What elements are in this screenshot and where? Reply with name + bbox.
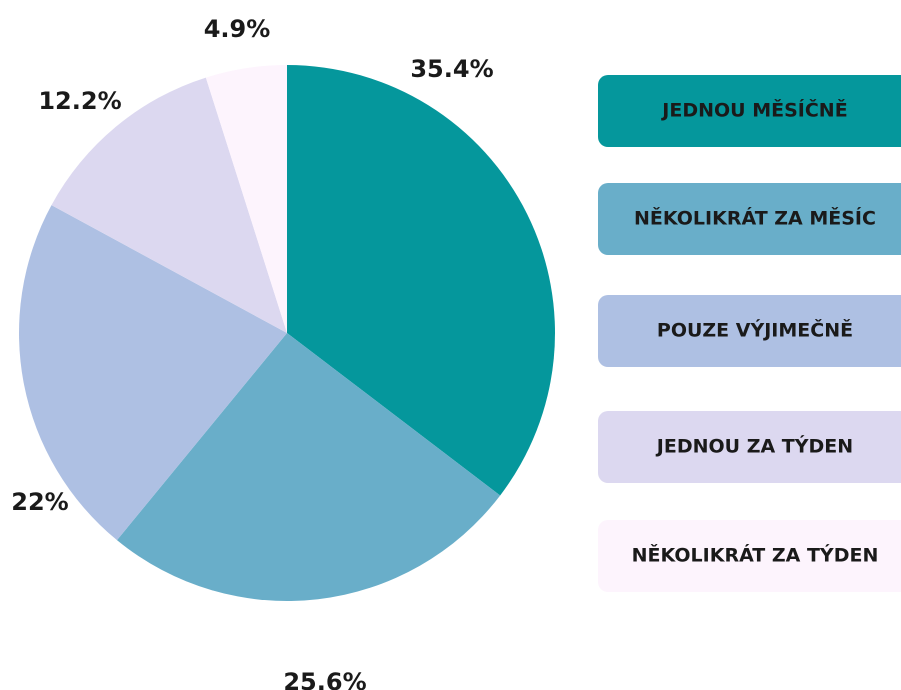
legend-swatch [598,411,901,483]
pie-slice [205,65,287,333]
value-label: 12.2% [38,87,121,115]
value-label: 25.6% [283,668,366,690]
legend-swatch [598,520,901,592]
pie-slice [116,333,501,601]
legend-swatch [598,295,901,367]
value-label: 35.4% [410,55,493,83]
value-label: 4.9% [204,15,271,43]
pie-slice [51,77,287,333]
pie-slice [287,65,555,496]
legend-swatch [598,75,901,147]
legend-label: NĚKOLIKRÁT ZA TÝDEN [632,543,879,567]
value-label: 22% [11,488,68,516]
legend-label: NĚKOLIKRÁT ZA MĚSÍC [634,207,876,230]
legend-swatch [598,183,901,255]
pie-slice [18,205,287,541]
legend-label: POUZE VÝJIMEČNĚ [657,318,853,342]
legend-label: JEDNOU MĚSÍČNĚ [660,98,847,122]
legend-label: JEDNOU ZA TÝDEN [655,434,853,458]
